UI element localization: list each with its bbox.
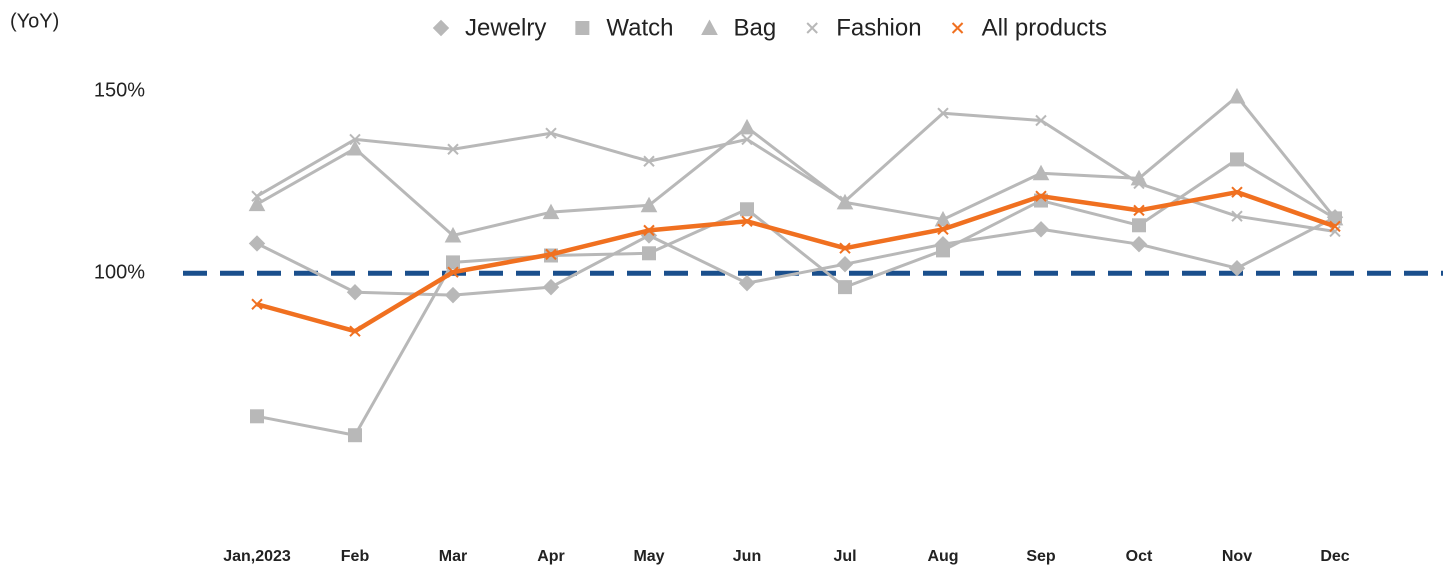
data-point <box>838 280 852 295</box>
legend-marker <box>432 19 450 37</box>
data-point <box>1032 221 1050 238</box>
data-point <box>1230 152 1244 167</box>
legend-label: Fashion <box>836 14 921 41</box>
data-point <box>643 224 655 237</box>
data-point <box>1035 114 1047 127</box>
series-line <box>256 215 1336 297</box>
data-point <box>640 196 658 213</box>
series-line <box>256 94 1337 237</box>
x-tick-label: Aug <box>927 548 958 565</box>
legend-label: Bag <box>733 14 776 41</box>
x-tick-label: Apr <box>537 548 565 565</box>
data-point <box>1133 204 1145 217</box>
data-point <box>1231 186 1243 198</box>
data-point <box>1032 164 1050 181</box>
data-point <box>447 266 459 278</box>
x-tick-label: Jul <box>833 548 856 565</box>
x-tick-label: Sep <box>1026 548 1056 565</box>
data-point <box>839 195 851 207</box>
x-tick-label: Mar <box>439 548 467 565</box>
data-point <box>542 278 560 296</box>
x-tick-label: Jan,2023 <box>223 548 291 565</box>
data-point <box>1228 260 1246 277</box>
data-point <box>1329 225 1341 238</box>
legend-marker <box>806 22 818 34</box>
legend-marker <box>951 22 964 34</box>
data-point <box>251 298 263 310</box>
data-point <box>349 133 361 146</box>
data-point <box>545 248 557 261</box>
data-point <box>643 155 655 167</box>
legend-marker <box>701 19 718 35</box>
data-point <box>738 118 756 135</box>
series-line <box>256 157 1336 437</box>
legend-label: Watch <box>606 14 673 41</box>
data-point <box>839 242 851 254</box>
data-point <box>642 246 656 261</box>
data-point <box>346 139 364 156</box>
legend-label: All products <box>982 14 1107 41</box>
data-point <box>447 143 459 155</box>
data-point <box>741 133 753 146</box>
data-point <box>251 190 263 202</box>
data-point <box>1130 235 1148 253</box>
data-point <box>545 127 557 139</box>
y-tick-label: 150% <box>94 80 145 102</box>
data-point <box>1133 177 1145 190</box>
x-tick-label: Jun <box>733 548 761 565</box>
data-point <box>936 243 950 258</box>
data-point <box>446 255 460 270</box>
data-point <box>738 274 756 292</box>
x-tick-label: May <box>633 548 664 565</box>
data-point <box>1035 190 1047 202</box>
data-point <box>937 107 949 119</box>
data-point <box>1132 218 1146 233</box>
legend-marker <box>575 21 590 35</box>
data-point <box>934 210 952 227</box>
data-point <box>248 195 266 212</box>
series-line <box>256 111 1336 233</box>
x-tick-label: Oct <box>1126 548 1153 565</box>
x-tick-label: Nov <box>1222 548 1252 565</box>
x-tick-label: Dec <box>1320 548 1349 565</box>
data-point <box>348 428 362 443</box>
x-tick-label: Feb <box>341 548 370 565</box>
data-point <box>248 235 266 252</box>
data-point <box>1329 220 1341 233</box>
data-point <box>741 215 753 227</box>
data-point <box>1231 210 1243 222</box>
data-point <box>250 409 264 424</box>
data-point <box>1228 87 1246 104</box>
data-point <box>937 223 949 235</box>
data-point <box>542 203 560 220</box>
data-point <box>444 286 462 304</box>
legend-label: Jewelry <box>465 14 546 41</box>
y-tick-label: 100% <box>94 262 145 284</box>
y-axis-label: (YoY) <box>10 10 59 32</box>
data-point <box>444 226 462 243</box>
data-point <box>740 202 754 217</box>
data-point <box>346 284 364 301</box>
data-point <box>836 256 854 273</box>
series-line <box>256 189 1336 334</box>
data-point <box>349 325 361 337</box>
